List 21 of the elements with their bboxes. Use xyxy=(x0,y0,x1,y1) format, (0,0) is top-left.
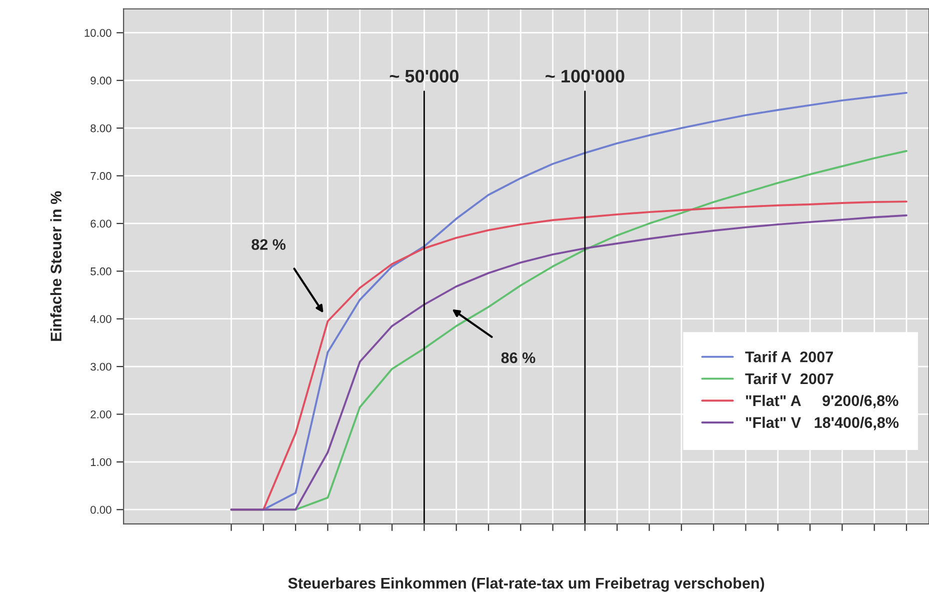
y-tick-label: 9.00 xyxy=(90,76,112,85)
annotation: 86 % xyxy=(501,352,536,364)
y-tick-label: 6.00 xyxy=(90,220,112,228)
legend-label: "Flat" V 18'400/6,8% xyxy=(746,416,899,430)
y-tick-label: 2.00 xyxy=(90,410,112,418)
y-tick-label: 0.00 xyxy=(90,506,112,514)
legend-label: Tarif A 2007 xyxy=(745,351,833,362)
annotation: 82 % xyxy=(252,239,286,250)
annotation: ~ 50'000 xyxy=(390,70,458,83)
y-tick-label: 4.00 xyxy=(90,315,112,323)
y-tick-label: 8.00 xyxy=(90,124,112,132)
legend-label: "Flat" A 9'200/6,8% xyxy=(746,394,898,408)
y-tick-label: 5.00 xyxy=(90,267,112,276)
y-axis-title: Einfache Steuer in % xyxy=(50,191,62,341)
y-tick-label: 7.00 xyxy=(90,172,112,180)
annotation: ~ 100'000 xyxy=(546,70,624,83)
y-tick-label: 10.00 xyxy=(84,28,112,37)
y-tick-label: 1.00 xyxy=(90,458,112,466)
legend-label: Tarif V 2007 xyxy=(745,372,834,384)
y-tick-label: 3.00 xyxy=(90,362,112,371)
x-axis-title: Steuerbares Einkommen (Flat-rate-tax um Freibetrag verschoben) xyxy=(288,577,764,592)
